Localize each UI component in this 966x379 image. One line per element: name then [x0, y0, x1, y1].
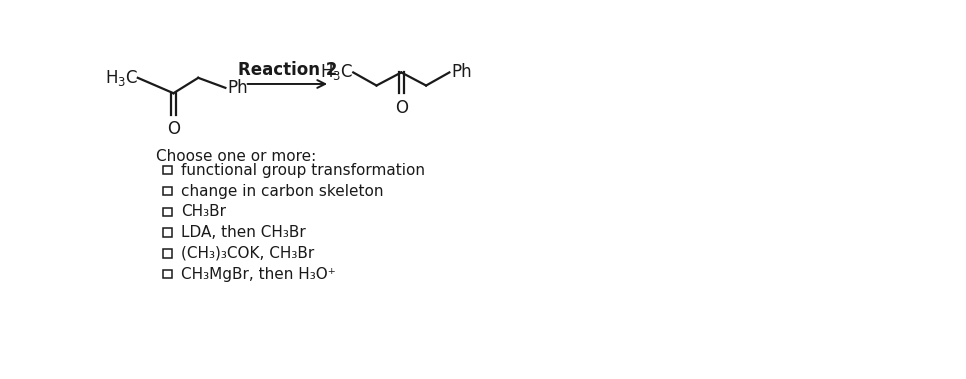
Text: Ph: Ph	[227, 79, 247, 97]
Text: O: O	[395, 99, 408, 117]
Text: Ph: Ph	[451, 63, 471, 81]
Text: H$_3$C: H$_3$C	[320, 63, 354, 82]
Text: H$_3$C: H$_3$C	[104, 68, 138, 88]
Text: O: O	[167, 120, 180, 138]
Text: CH₃Br: CH₃Br	[182, 204, 226, 219]
Text: Choose one or more:: Choose one or more:	[156, 149, 316, 164]
Text: Reaction 2: Reaction 2	[238, 61, 337, 79]
Text: LDA, then CH₃Br: LDA, then CH₃Br	[182, 225, 306, 240]
Text: functional group transformation: functional group transformation	[182, 163, 425, 178]
Text: CH₃MgBr, then H₃O⁺: CH₃MgBr, then H₃O⁺	[182, 267, 336, 282]
Text: (CH₃)₃COK, CH₃Br: (CH₃)₃COK, CH₃Br	[182, 246, 315, 261]
Text: change in carbon skeleton: change in carbon skeleton	[182, 183, 384, 199]
